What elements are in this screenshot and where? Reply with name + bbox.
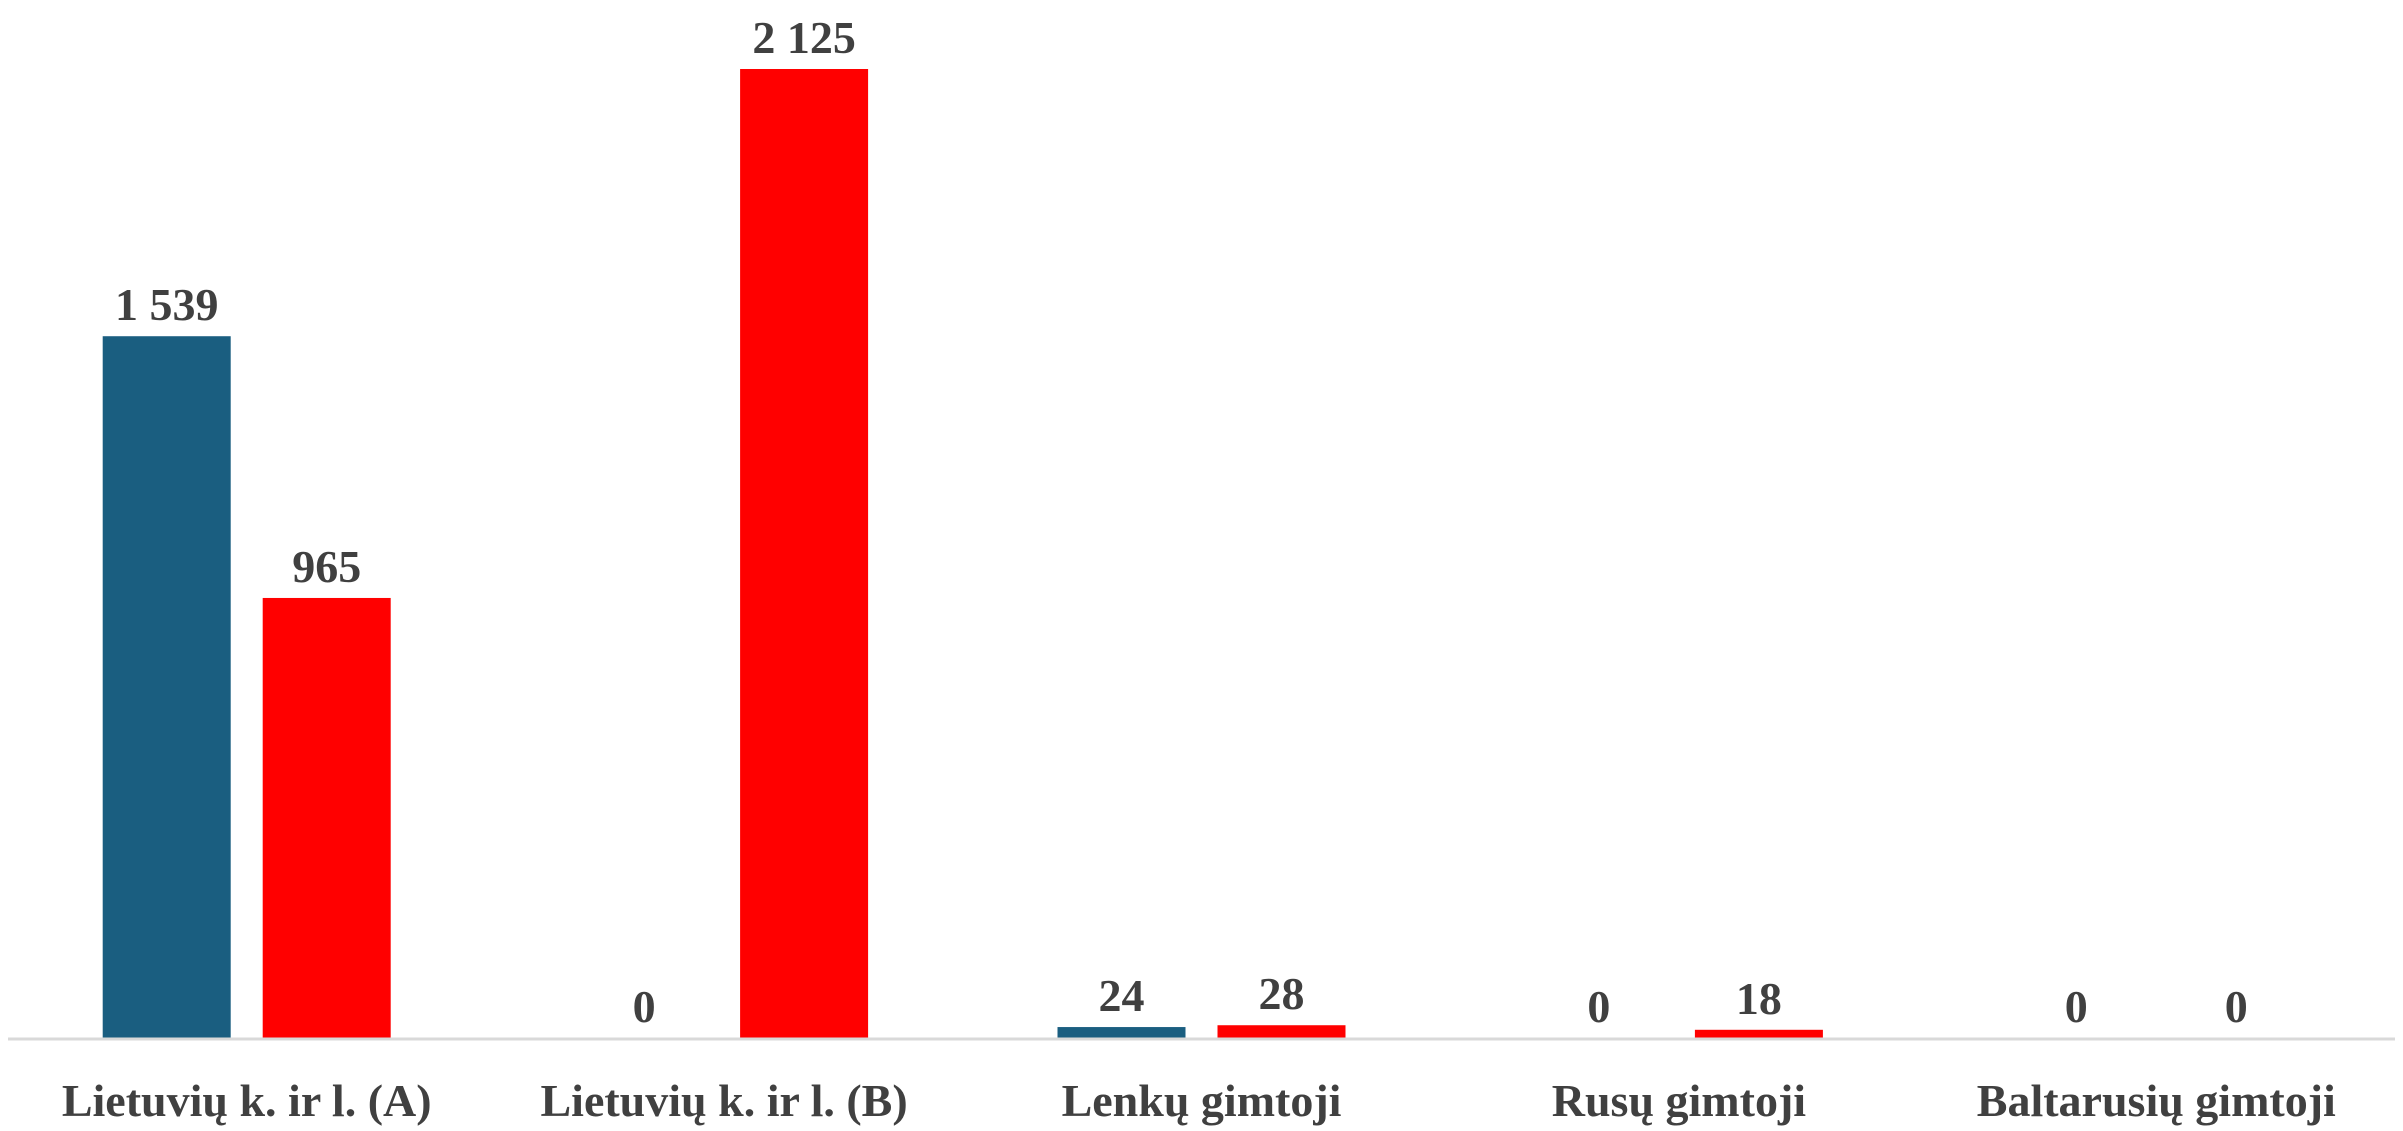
bar [1057, 1027, 1186, 1038]
bar [740, 69, 869, 1038]
data-label: 0 [1587, 981, 1610, 1032]
category-label: Lenkų gimtoji [1062, 1075, 1342, 1126]
data-label: 28 [1259, 968, 1305, 1019]
data-label: 0 [633, 981, 656, 1032]
data-label: 1 539 [115, 279, 219, 330]
category-label: Lietuvių k. ir l. (A) [62, 1075, 432, 1126]
bar [1217, 1025, 1346, 1038]
category-label: Lietuvių k. ir l. (B) [540, 1075, 907, 1126]
data-label: 24 [1099, 970, 1145, 1021]
data-label: 0 [2225, 981, 2248, 1032]
bar [1694, 1029, 1823, 1038]
data-label: 18 [1736, 973, 1782, 1024]
category-label: Rusų gimtoji [1552, 1075, 1807, 1126]
data-label: 2 125 [752, 12, 856, 63]
bar [102, 336, 231, 1038]
data-label: 965 [292, 541, 361, 592]
category-label: Baltarusių gimtoji [1977, 1075, 2336, 1126]
bar [262, 597, 391, 1038]
data-label: 0 [2065, 981, 2088, 1032]
